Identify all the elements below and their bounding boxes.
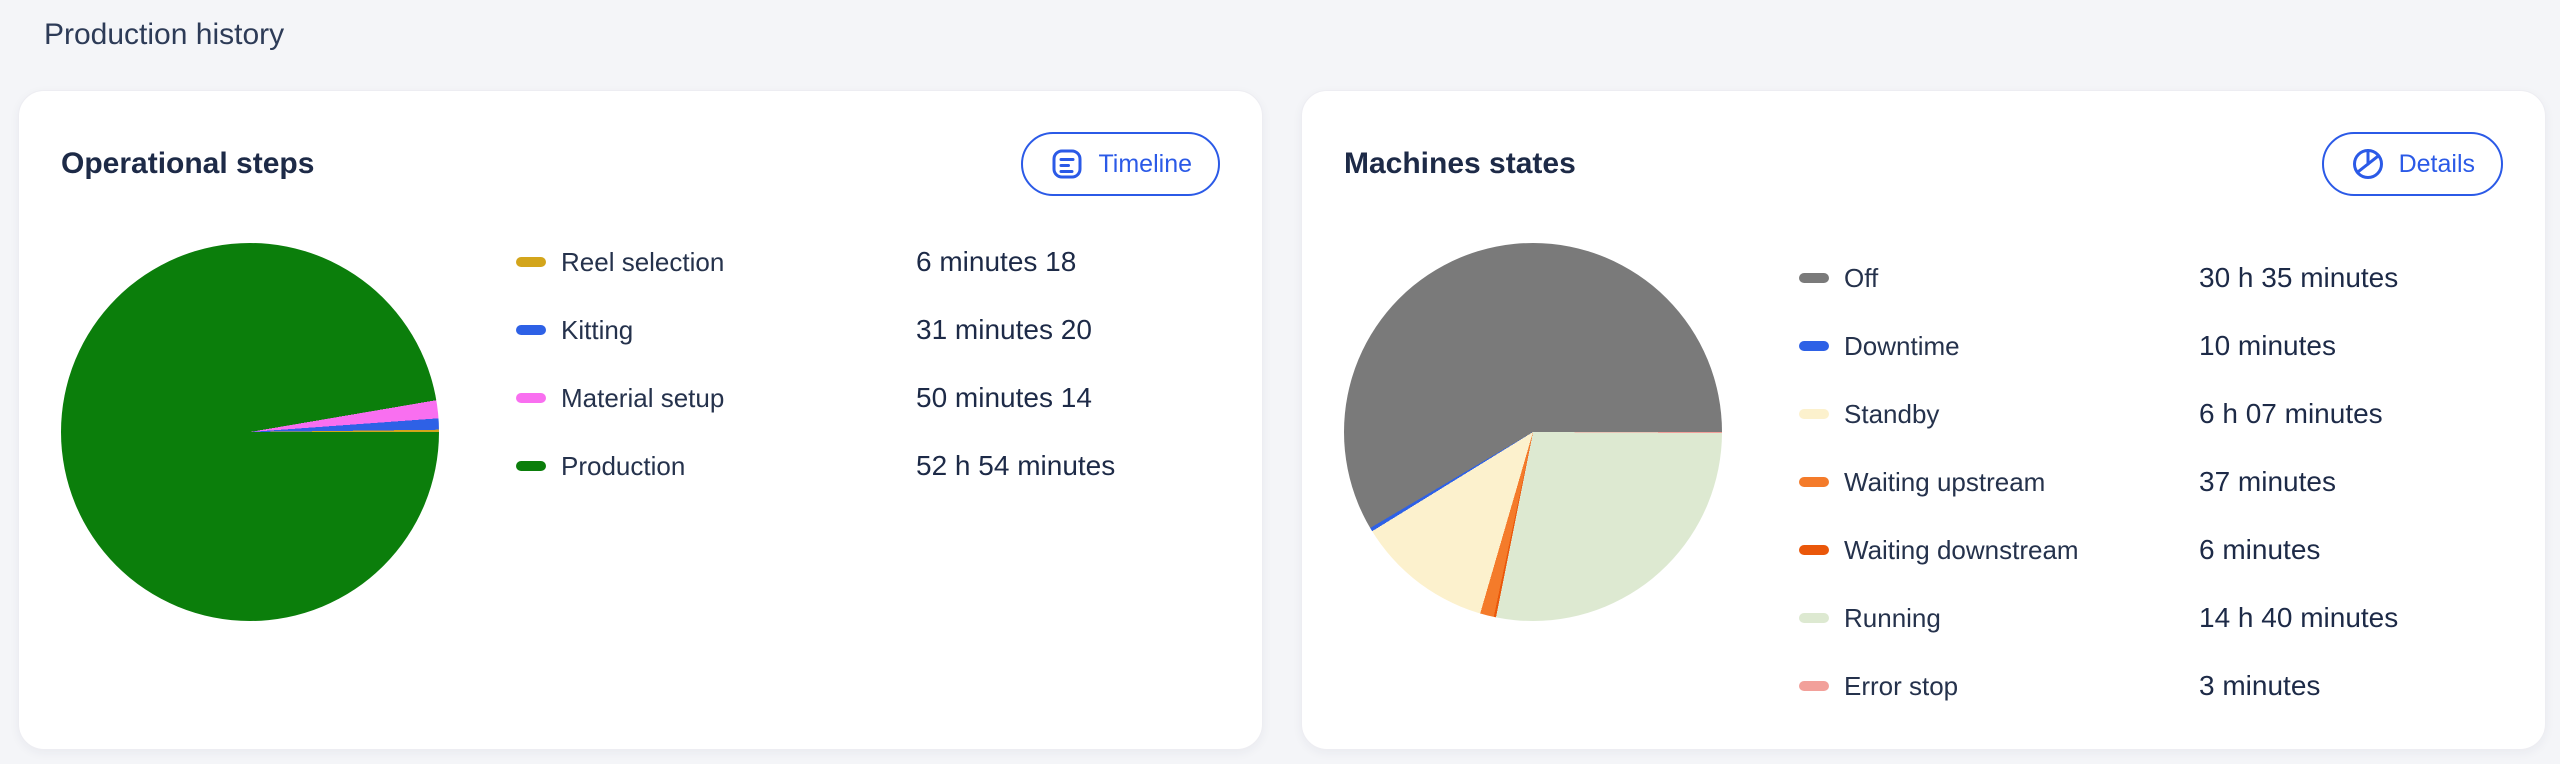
- legend-value: 37 minutes: [2199, 466, 2336, 497]
- legend-item-standby[interactable]: Standby 6 h 07 minutes: [1799, 397, 2503, 431]
- details-button-label: Details: [2398, 149, 2475, 178]
- legend-value: 6 minutes 18: [916, 246, 1077, 277]
- legend-item-production[interactable]: Production 52 h 54 minutes: [516, 449, 1220, 483]
- operational-steps-pie-chart[interactable]: [61, 243, 439, 621]
- legend-label: Waiting downstream: [1844, 534, 2079, 565]
- legend-label: Material setup: [561, 382, 725, 413]
- legend-item-reel-selection[interactable]: Reel selection 6 minutes 18: [516, 245, 1220, 279]
- legend-label: Off: [1844, 262, 1879, 293]
- legend-color-dash: [1799, 273, 1829, 283]
- machines-states-legend: Off 30 h 35 minutes Downtime 10 minutes Stan…: [1799, 261, 2503, 703]
- legend-color-dash: [1799, 341, 1829, 351]
- legend-color-dash: [1799, 409, 1829, 419]
- legend-label: Kitting: [561, 314, 634, 345]
- card-title: Operational steps: [61, 147, 315, 180]
- legend-label: Standby: [1844, 398, 1940, 429]
- legend-item-off[interactable]: Off 30 h 35 minutes: [1799, 261, 2503, 295]
- legend-value: 6 h 07 minutes: [2199, 398, 2383, 429]
- legend-label: Reel selection: [561, 246, 725, 277]
- legend-item-material-setup[interactable]: Material setup 50 minutes 14: [516, 381, 1220, 415]
- operational-steps-legend: Reel selection 6 minutes 18 Kitting 31 minu…: [516, 245, 1220, 483]
- legend-value: 31 minutes 20: [916, 314, 1092, 345]
- timeline-button-label: Timeline: [1098, 149, 1192, 178]
- legend-label: Waiting upstream: [1844, 466, 2046, 497]
- legend-color-dash: [516, 325, 546, 335]
- card-header: Machines states Details: [1344, 131, 2503, 197]
- legend-label: Downtime: [1844, 330, 1960, 361]
- legend-color-dash: [1799, 477, 1829, 487]
- legend-value: 50 minutes 14: [916, 382, 1092, 413]
- legend-color-dash: [516, 257, 546, 267]
- legend-color-dash: [1799, 545, 1829, 555]
- card-title: Machines states: [1344, 147, 1576, 180]
- card-header: Operational steps Timeline: [61, 131, 1220, 197]
- legend-label: Production: [561, 450, 686, 481]
- legend-value: 14 h 40 minutes: [2199, 602, 2399, 633]
- timeline-icon: [1049, 146, 1085, 182]
- legend-item-waiting-downstream[interactable]: Waiting downstream 6 minutes: [1799, 533, 2503, 567]
- machines-states-pie-chart[interactable]: [1344, 243, 1722, 621]
- legend-value: 6 minutes: [2199, 534, 2321, 565]
- legend-value: 10 minutes: [2199, 330, 2336, 361]
- legend-item-error-stop[interactable]: Error stop 3 minutes: [1799, 669, 2503, 703]
- legend-color-dash: [1799, 613, 1829, 623]
- cards-row: Operational steps Timeline Reel selectio…: [18, 90, 2546, 750]
- legend-item-downtime[interactable]: Downtime 10 minutes: [1799, 329, 2503, 363]
- pie-chart-icon: [2350, 146, 2386, 182]
- legend-item-waiting-upstream[interactable]: Waiting upstream 37 minutes: [1799, 465, 2503, 499]
- card-content: Off 30 h 35 minutes Downtime 10 minutes Stan…: [1344, 243, 2503, 703]
- legend-label: Running: [1844, 602, 1941, 633]
- legend-value: 3 minutes: [2199, 670, 2321, 701]
- legend-color-dash: [516, 461, 546, 471]
- details-button[interactable]: Details: [2321, 132, 2503, 196]
- legend-value: 30 h 35 minutes: [2199, 262, 2399, 293]
- legend-item-kitting[interactable]: Kitting 31 minutes 20: [516, 313, 1220, 347]
- legend-color-dash: [516, 393, 546, 403]
- operational-steps-card: Operational steps Timeline Reel selectio…: [18, 90, 1263, 750]
- card-content: Reel selection 6 minutes 18 Kitting 31 minu…: [61, 243, 1220, 621]
- legend-value: 52 h 54 minutes: [916, 450, 1116, 481]
- machines-states-card: Machines states Details Off 30 h 35 minut…: [1301, 90, 2546, 750]
- legend-label: Error stop: [1844, 670, 1959, 701]
- legend-color-dash: [1799, 681, 1829, 691]
- timeline-button[interactable]: Timeline: [1021, 132, 1220, 196]
- legend-item-running[interactable]: Running 14 h 40 minutes: [1799, 601, 2503, 635]
- page-title: Production history: [44, 18, 285, 51]
